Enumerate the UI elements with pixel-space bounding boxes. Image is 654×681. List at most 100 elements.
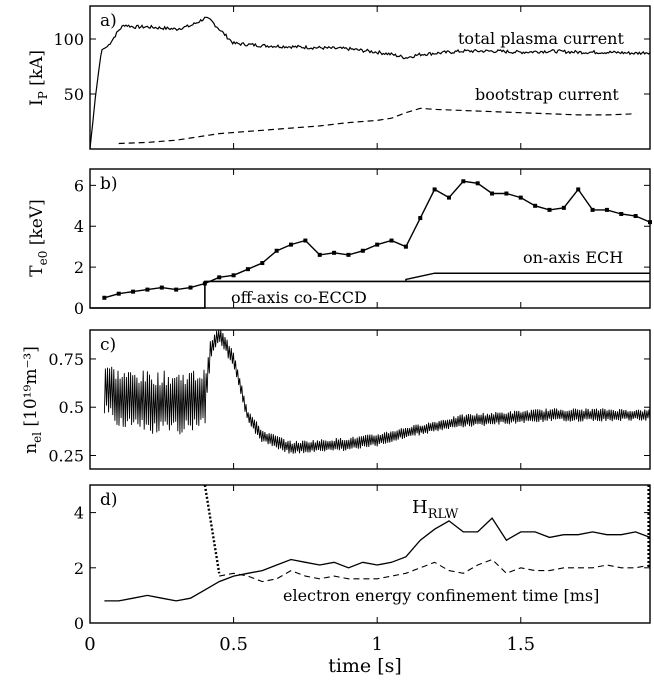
nel-line	[103, 329, 651, 454]
te0-marker	[188, 285, 193, 290]
te0-marker	[174, 287, 179, 292]
te0-marker	[418, 216, 423, 221]
panel-b-frame	[89, 168, 651, 309]
te0-marker	[389, 238, 394, 243]
x-tick-label: 0	[84, 634, 95, 655]
y-tick-label: 6	[74, 176, 84, 195]
heating-waveforms	[90, 272, 650, 309]
y-tick-label: 2	[74, 559, 84, 578]
panel-a-ylabel-sub: P	[36, 91, 50, 99]
panel-b-ylabel: Te0 [keV]	[27, 199, 50, 276]
hrlw-line	[104, 517, 651, 602]
te0-marker	[446, 195, 451, 200]
te0-marker	[518, 195, 523, 200]
panel-d-series	[104, 484, 651, 602]
panel-a-frame	[89, 5, 651, 150]
te0-marker	[260, 261, 265, 266]
te0-marker	[576, 187, 581, 192]
total-plasma-current-line	[89, 16, 651, 150]
annotation-on-axis-ech: on-axis ECH	[523, 248, 623, 267]
te0-marker	[360, 248, 365, 253]
te0-marker	[131, 289, 136, 294]
te0-marker	[561, 205, 566, 210]
te0-marker	[490, 191, 495, 196]
te0-marker	[346, 252, 351, 257]
y-tick-label: 0	[74, 299, 84, 318]
te0-marker	[116, 291, 121, 296]
te0-marker	[202, 281, 207, 286]
te0-marker	[533, 203, 538, 208]
panel-c-series	[103, 329, 651, 454]
panel-b-ylabel-unit: [keV]	[27, 199, 47, 250]
panel-c: 0.25 0.5 0.75 c) nel [10¹⁹m⁻³]	[21, 329, 651, 470]
panel-c-ylabel-unit: [10¹⁹m⁻³]	[21, 346, 41, 432]
svg-text:IP [kA]: IP [kA]	[27, 50, 50, 106]
panel-b-ylabel-sub: e0	[36, 251, 50, 266]
panel-b-ylabel-main: T	[27, 265, 47, 277]
panel-c-yticks: 0.25 0.5 0.75	[48, 330, 650, 469]
te0-marker	[504, 191, 509, 196]
annotation-off-axis-co-eccd: off-axis co-ECCD	[231, 288, 367, 307]
x-tick-label: 1.5	[506, 634, 535, 655]
confinement-time-line	[219, 558, 651, 583]
y-tick-label: 50	[64, 85, 84, 104]
y-tick-label: 0.75	[48, 350, 84, 369]
annotation-confinement-time: electron energy confinement time [ms]	[283, 586, 599, 605]
eccd-waveform	[90, 280, 650, 309]
te0-marker	[303, 238, 308, 243]
y-tick-label: 2	[74, 258, 84, 277]
panel-d-yticks: 0 2 4	[74, 485, 650, 633]
svg-text:Te0 [keV]: Te0 [keV]	[27, 199, 50, 276]
te0-marker	[403, 244, 408, 249]
te0-marker	[145, 287, 150, 292]
te0-marker	[604, 207, 609, 212]
panel-b: 0 2 4 6 b) Te0 [keV] on-axis ECH off-axis c…	[27, 168, 652, 318]
bootstrap-current-line	[118, 107, 636, 145]
annotation-h-rlw: HRLW	[412, 497, 459, 522]
te0-marker	[159, 285, 164, 290]
annotation-h-rlw-sub: RLW	[428, 507, 459, 522]
te0-marker	[633, 214, 638, 219]
annotation-h-rlw-main: H	[412, 497, 428, 518]
y-tick-label: 4	[74, 217, 84, 236]
te0-marker	[432, 187, 437, 192]
annotation-total-plasma-current: total plasma current	[458, 29, 624, 48]
panel-a-ylabel-main: I	[27, 99, 47, 106]
panel-a-label: a)	[100, 11, 117, 31]
panel-c-ylabel-main: n	[21, 443, 41, 454]
te0-marker	[289, 242, 294, 247]
te0-line	[104, 180, 651, 299]
svg-text:nel [10¹⁹m⁻³]: nel [10¹⁹m⁻³]	[21, 346, 44, 454]
x-tick-label: 0.5	[219, 634, 248, 655]
te0-marker	[217, 275, 222, 280]
te0-marker	[648, 220, 652, 225]
te0-marker	[332, 250, 337, 255]
panel-b-label: b)	[100, 174, 118, 194]
te0-marker	[274, 248, 279, 253]
panel-d-xticks: 0 0.5 1 1.5	[84, 634, 535, 655]
panel-c-ylabel-sub: el	[30, 432, 44, 443]
te0-marker	[475, 181, 480, 186]
te0-marker	[461, 179, 466, 184]
panel-a-ylabel-unit: [kA]	[27, 50, 47, 91]
panel-a-yticks: 50 100	[53, 6, 650, 149]
panel-c-label: c)	[100, 335, 116, 355]
te0-marker	[547, 207, 552, 212]
y-tick-label: 0.5	[59, 398, 84, 417]
panel-a: 50 100 a) IP [kA] total plasma current bo…	[27, 5, 651, 150]
x-axis-label: time [s]	[328, 655, 402, 677]
panel-d: 0 2 4 0 0.5 1 1.5 d) HRLW electron energy con…	[74, 484, 651, 677]
dotted-transient-line	[203, 484, 221, 574]
te0-marker	[231, 273, 236, 278]
y-tick-label: 4	[74, 504, 84, 523]
panel-d-frame	[89, 484, 651, 624]
y-tick-label: 100	[53, 30, 84, 49]
te0-marker	[590, 207, 595, 212]
panel-c-ylabel: nel [10¹⁹m⁻³]	[21, 346, 44, 454]
te0-marker	[102, 295, 107, 300]
te0-marker	[619, 211, 624, 216]
panel-a-series	[89, 16, 651, 150]
te0-marker	[245, 267, 250, 272]
panel-d-label: d)	[100, 490, 118, 510]
